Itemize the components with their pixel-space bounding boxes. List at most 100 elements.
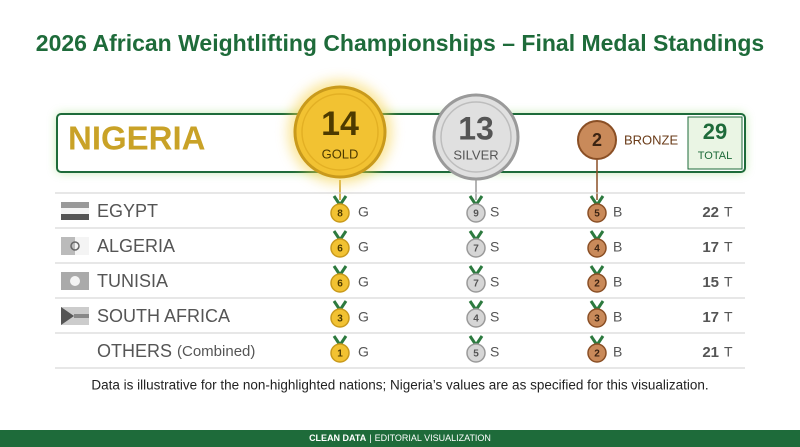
total-box xyxy=(687,116,743,170)
footer-bar xyxy=(0,430,800,447)
medal-icon xyxy=(466,343,486,363)
medal-icon xyxy=(330,308,350,328)
medal-icon xyxy=(330,343,350,363)
total-letter: T xyxy=(724,204,733,220)
gold-medal-inner xyxy=(301,93,379,171)
total-count: 21 xyxy=(702,344,719,361)
medal-icon xyxy=(466,273,486,293)
medal-letter: B xyxy=(613,204,622,220)
footer-tagline: EDITORIAL VISUALIZATION xyxy=(375,433,491,443)
medal-count: 4 xyxy=(473,314,479,325)
country-name: EGYPT xyxy=(97,201,158,221)
flag xyxy=(61,237,89,255)
medal-letter: B xyxy=(613,274,622,290)
medal-letter: B xyxy=(613,344,622,360)
country-name: ALGERIA xyxy=(97,236,175,256)
medal-count: 9 xyxy=(473,209,479,220)
total-letter: T xyxy=(724,239,733,255)
medal-letter: G xyxy=(358,344,369,360)
country-note: (Combined) xyxy=(177,343,255,360)
medal-count: 5 xyxy=(473,349,479,360)
medal-letter: G xyxy=(358,274,369,290)
medal-letter: G xyxy=(358,204,369,220)
medal-letter: S xyxy=(490,344,499,360)
country-name: OTHERS (Combined) xyxy=(97,341,255,361)
medal-icon xyxy=(587,343,607,363)
medal-count: 7 xyxy=(473,279,479,290)
medal-count: 7 xyxy=(473,244,479,255)
medal-letter: B xyxy=(613,239,622,255)
country-name: SOUTH AFRICA xyxy=(97,306,230,326)
bronze-count: 2 xyxy=(592,130,602,150)
total-count: 17 xyxy=(702,239,719,256)
medal-count: 4 xyxy=(594,244,600,255)
silver-count: 13 xyxy=(458,110,494,146)
medal-letter: S xyxy=(490,204,499,220)
medal-count: 8 xyxy=(337,209,343,220)
medal-icon xyxy=(466,238,486,258)
gold-label: GOLD xyxy=(322,146,359,161)
country-name: EGYPT xyxy=(97,201,158,221)
silver-medal xyxy=(432,93,520,181)
medal-count: 2 xyxy=(594,349,600,360)
medal-count: 3 xyxy=(594,314,600,325)
silver-label: SILVER xyxy=(453,147,498,162)
medal-letter: S xyxy=(490,309,499,325)
medal-icon xyxy=(330,203,350,223)
total-count: 17 xyxy=(702,309,719,326)
flag xyxy=(61,307,89,325)
gold-medal xyxy=(293,85,387,179)
medal-letter: G xyxy=(358,309,369,325)
medal-icon xyxy=(466,308,486,328)
bronze-medal xyxy=(577,120,617,160)
country-name: TUNISIA xyxy=(97,271,168,291)
medal-count: 6 xyxy=(337,279,343,290)
flag-part xyxy=(75,237,89,255)
flag-part xyxy=(70,241,80,251)
medal-letter: S xyxy=(490,239,499,255)
total-count: 22 xyxy=(702,204,719,221)
medal-icon xyxy=(330,273,350,293)
total-count: 29 xyxy=(703,119,727,144)
title: 2026 African Weightlifting Championships… xyxy=(36,30,764,56)
flag-stripe xyxy=(61,202,89,208)
total-letter: T xyxy=(724,344,733,360)
country-name: ALGERIA xyxy=(97,236,175,256)
footnote: Data is illustrative for the non-highlig… xyxy=(91,378,708,393)
medal-icon xyxy=(587,308,607,328)
medal-letter: S xyxy=(490,274,499,290)
country-name: SOUTH AFRICA xyxy=(97,306,230,326)
total-label: TOTAL xyxy=(698,150,732,162)
medal-count: 2 xyxy=(594,279,600,290)
country-name: TUNISIA xyxy=(97,271,168,291)
medal-count: 6 xyxy=(337,244,343,255)
medal-count: 3 xyxy=(337,314,343,325)
flag-part xyxy=(61,237,75,255)
flag-stripe xyxy=(61,208,89,214)
country-name: NIGERIA xyxy=(68,120,206,157)
medal-icon xyxy=(466,203,486,223)
medal-count: 5 xyxy=(594,209,600,220)
flag-part xyxy=(61,307,74,325)
medal-icon xyxy=(587,238,607,258)
silver-medal-inner xyxy=(440,101,512,173)
total-letter: T xyxy=(724,309,733,325)
medal-icon xyxy=(587,273,607,293)
footer-brand: CLEAN DATA xyxy=(309,433,367,443)
medal-count: 1 xyxy=(337,349,343,360)
country-name: OTHERS xyxy=(97,341,172,361)
total-letter: T xyxy=(724,274,733,290)
medal-letter: G xyxy=(358,239,369,255)
total-count: 15 xyxy=(702,274,719,291)
medal-letter: B xyxy=(613,309,622,325)
gold-count: 14 xyxy=(321,105,359,143)
flag-stripe xyxy=(61,214,89,220)
flag xyxy=(61,202,89,220)
highlight-box xyxy=(56,113,746,173)
medal-icon xyxy=(587,203,607,223)
footer-text: CLEAN DATA | EDITORIAL VISUALIZATION xyxy=(309,433,491,443)
flag xyxy=(61,272,89,290)
medal-icon xyxy=(330,238,350,258)
